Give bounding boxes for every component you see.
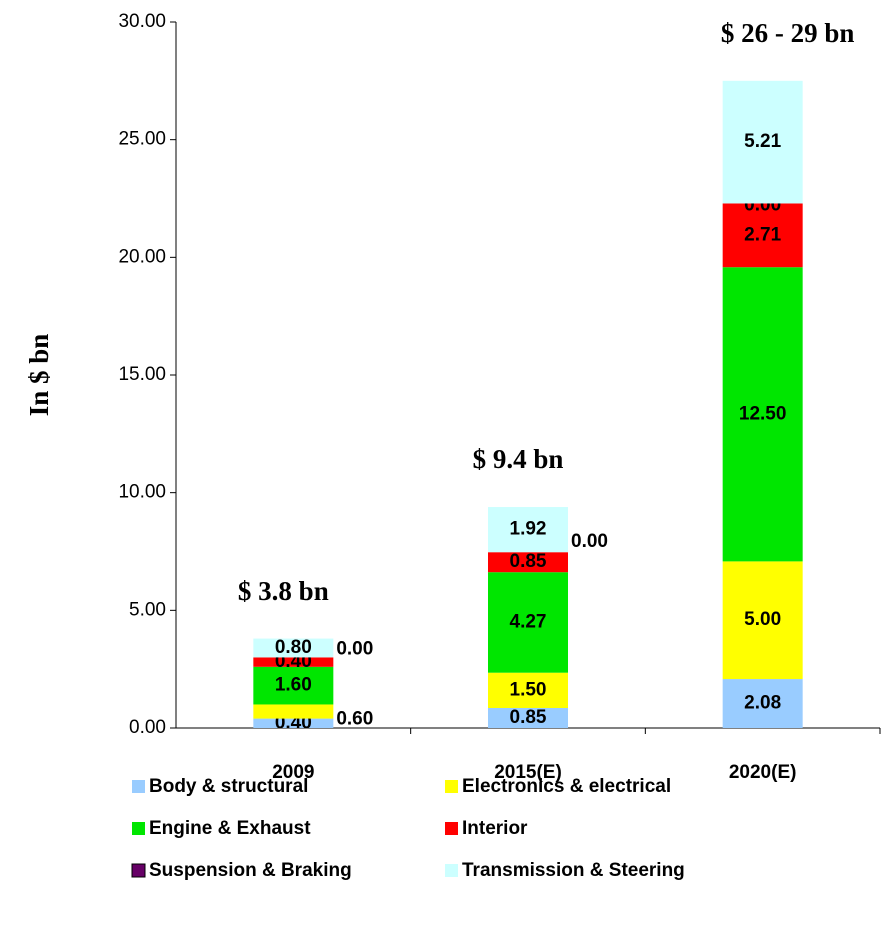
y-tick-label: 20.00 — [118, 246, 166, 267]
legend-label: Transmission & Steering — [462, 860, 685, 881]
value-label: 5.21 — [744, 131, 781, 152]
value-label: 1.50 — [510, 679, 547, 700]
bar-segment — [253, 718, 334, 728]
bar-segment — [253, 638, 334, 658]
value-label: 2.08 — [744, 693, 781, 714]
value-label: 0.00 — [571, 531, 608, 552]
bar-segment — [253, 657, 334, 667]
annotation: $ 26 - 29 bn — [721, 18, 855, 48]
bar-segment — [253, 704, 334, 719]
bar-segment — [722, 267, 803, 562]
bar-segment — [722, 679, 803, 728]
y-tick-label: 15.00 — [118, 364, 166, 385]
legend-label: Body & structural — [149, 776, 308, 797]
y-tick-label: 30.00 — [118, 11, 166, 32]
legend-swatch — [445, 822, 458, 835]
legend-swatch — [131, 863, 146, 878]
x-tick-label: 2009 — [272, 762, 314, 783]
value-label: 0.85 — [510, 551, 547, 572]
value-label: 4.27 — [510, 611, 547, 632]
bar-segment — [253, 666, 334, 705]
legend-swatch — [445, 780, 458, 793]
y-tick-label: 5.00 — [129, 599, 166, 620]
legend-label: Engine & Exhaust — [149, 818, 311, 839]
value-label: 2.71 — [744, 224, 781, 245]
y-tick-label: 10.00 — [118, 482, 166, 503]
bar-segment — [488, 572, 568, 673]
value-label: 5.00 — [744, 609, 781, 630]
value-label: 12.50 — [739, 403, 787, 424]
legend-label: Interior — [462, 818, 528, 839]
bar-segment — [488, 552, 568, 573]
legend-swatch — [445, 864, 458, 877]
value-label: 1.60 — [275, 675, 312, 696]
bar-segment — [722, 203, 803, 268]
legend-swatch — [132, 780, 145, 793]
annotation: $ 9.4 bn — [473, 444, 564, 474]
x-tick-label: 2015(E) — [494, 762, 562, 783]
bar-segment — [722, 80, 803, 204]
y-tick-label: 0.00 — [129, 717, 166, 738]
y-axis-label: In $ bn — [24, 334, 54, 417]
value-label: 1.92 — [510, 519, 547, 540]
value-label: 0.60 — [336, 709, 373, 730]
annotation: $ 3.8 bn — [238, 576, 329, 606]
bar-segment — [488, 707, 568, 728]
bar-segment — [722, 561, 803, 680]
legend-label: Suspension & Braking — [149, 860, 352, 881]
value-label: 0.85 — [510, 707, 547, 728]
legend-swatch — [132, 822, 145, 835]
value-label: 0.80 — [275, 637, 312, 658]
legend-label: Electronics & electrical — [462, 776, 671, 797]
bar-segment — [488, 507, 568, 553]
y-tick-label: 25.00 — [118, 129, 166, 150]
bar-segment — [488, 672, 568, 708]
x-tick-label: 2020(E) — [729, 762, 797, 783]
value-label: 0.00 — [336, 638, 373, 659]
